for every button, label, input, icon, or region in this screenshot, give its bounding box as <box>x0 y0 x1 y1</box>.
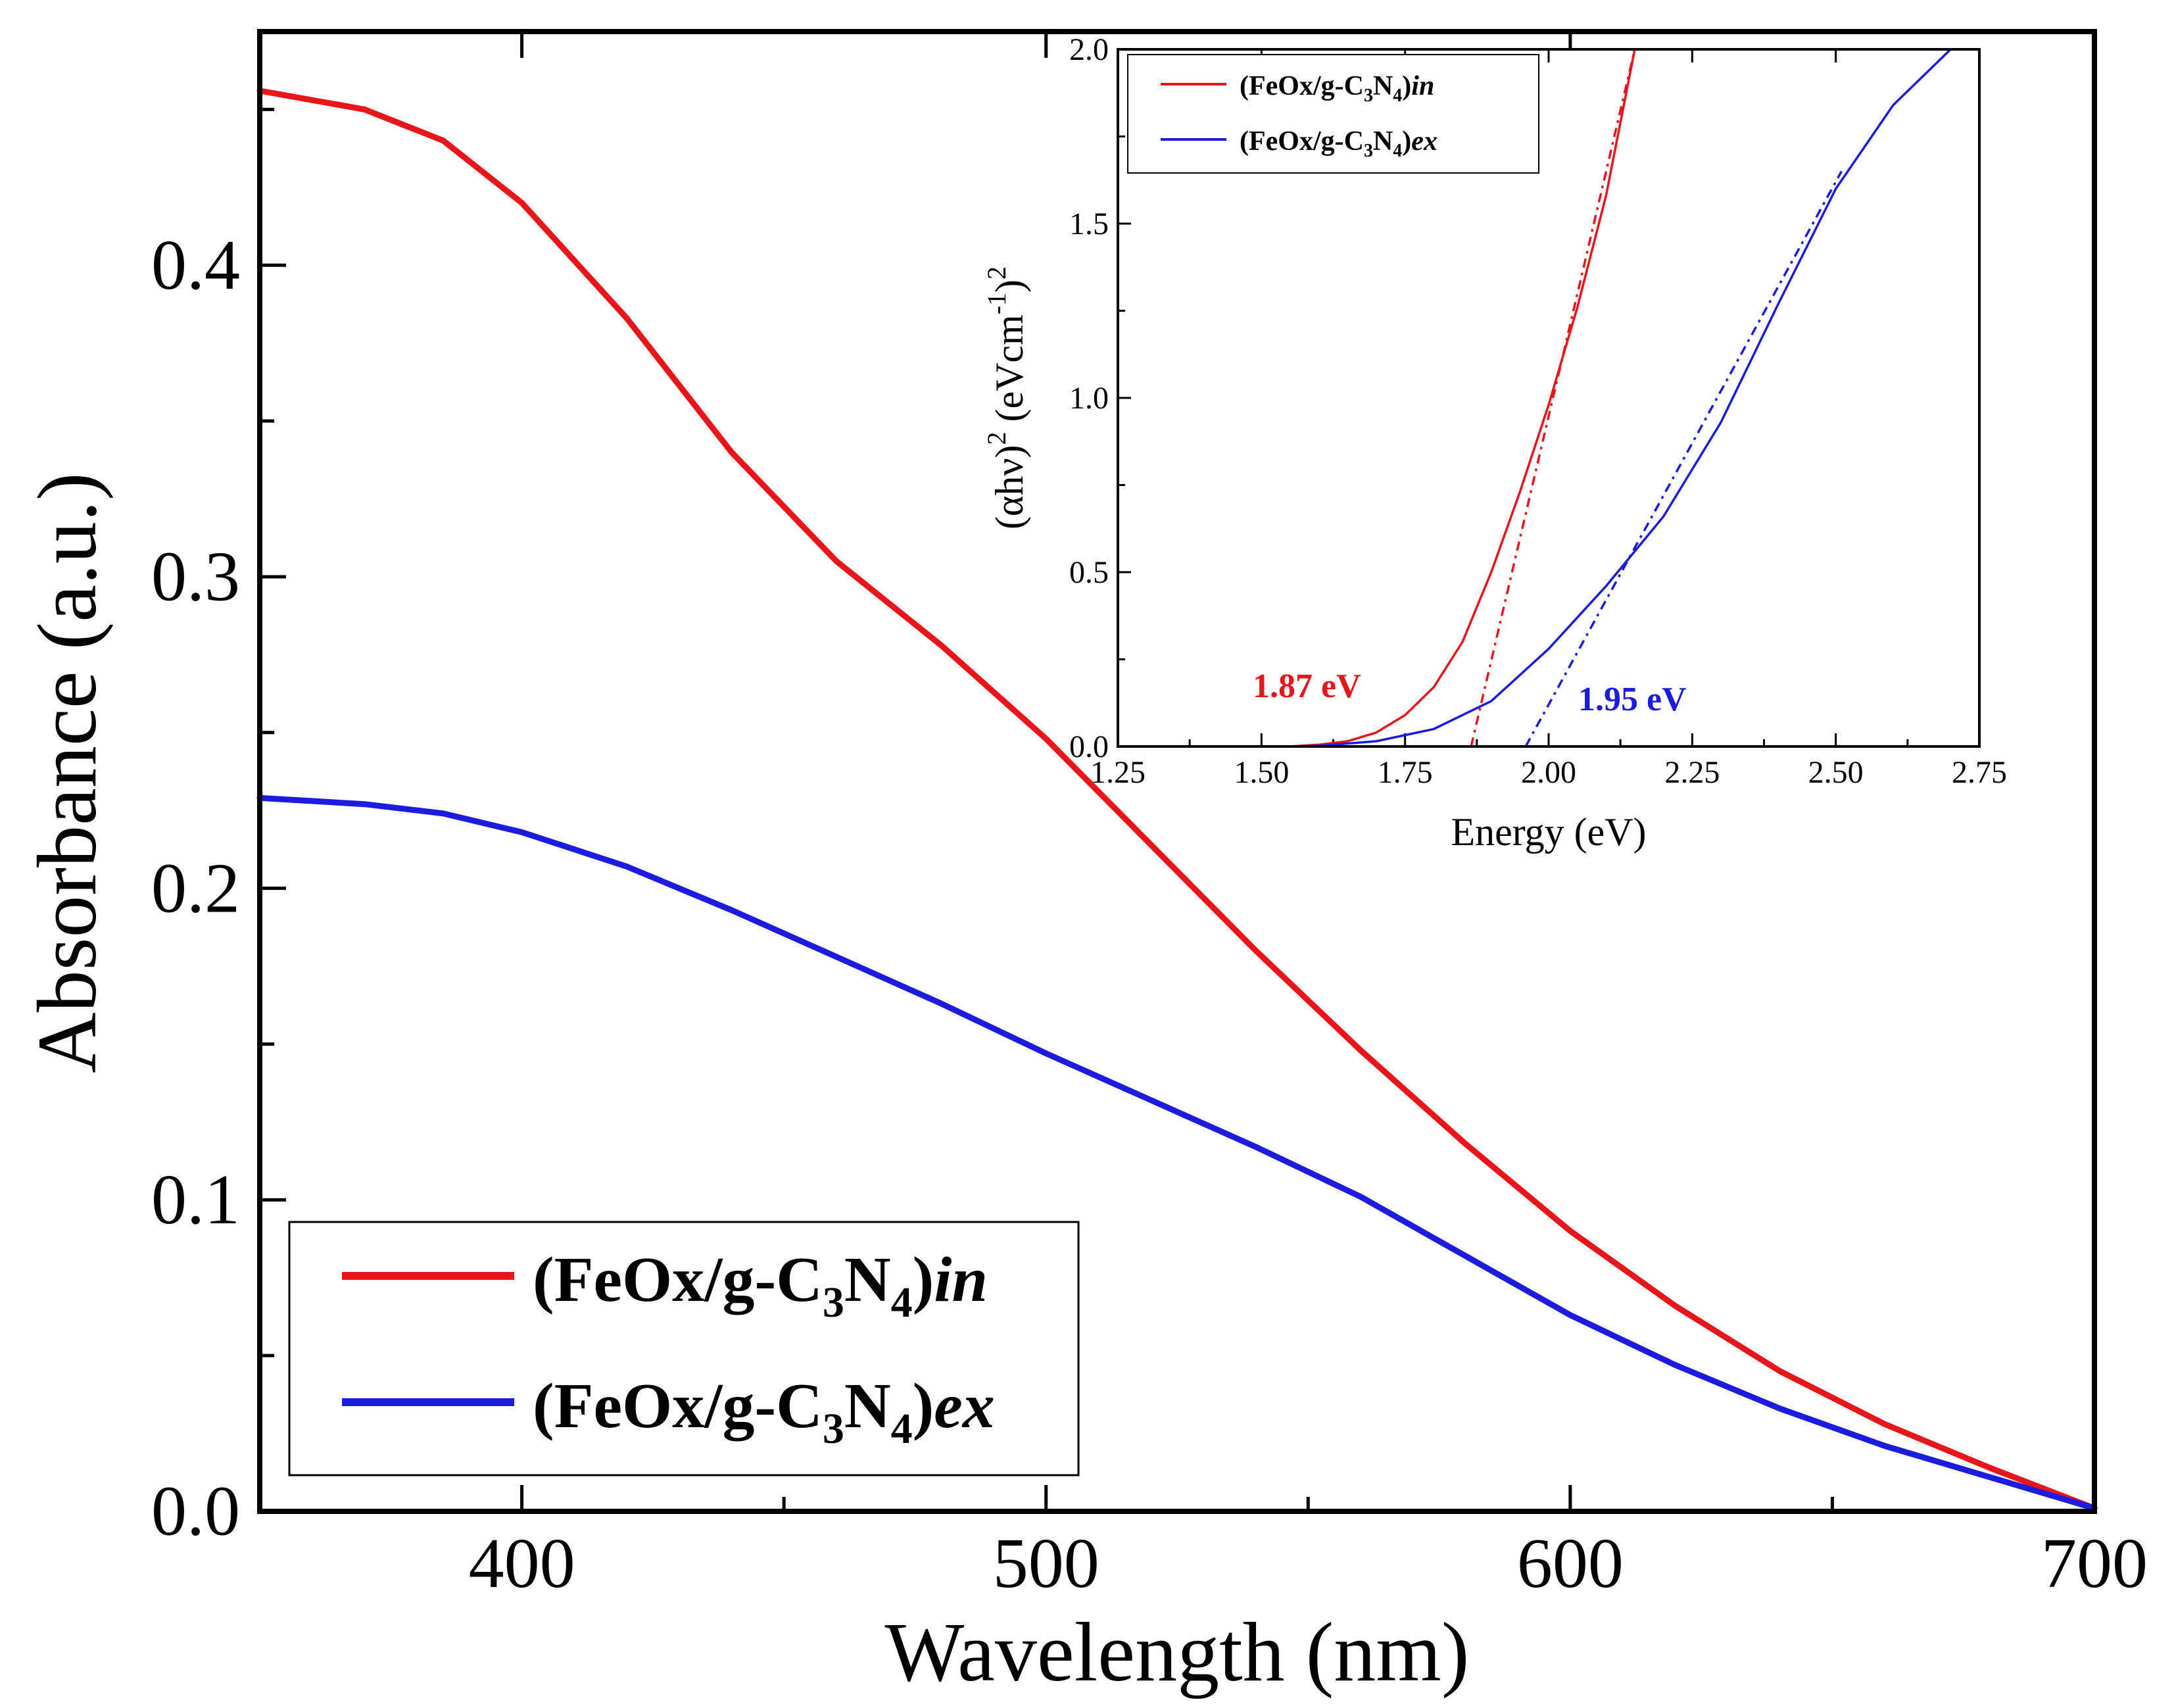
x-tick-label: 1.50 <box>1234 755 1289 790</box>
main-y-axis-label: Absorbance (a.u.) <box>20 472 114 1073</box>
x-tick-label: 1.25 <box>1090 755 1146 790</box>
inset-legend-box <box>1127 54 1539 174</box>
x-tick-label: 2.75 <box>1952 755 2007 790</box>
y-tick-label: 0.4 <box>151 226 240 305</box>
y-tick-label: 2.0 <box>1069 32 1109 67</box>
series-line-1 <box>1289 48 1952 748</box>
main-tick-labels: 400 500 600 700 0.0 0.1 0.2 0.3 0.4 <box>151 226 2148 1603</box>
x-tick-label: 1.75 <box>1378 755 1433 790</box>
inset-legend-label-ex: (FeOx/g-C3N4)ex <box>1240 126 1437 161</box>
x-tick-label: 700 <box>2041 1525 2148 1603</box>
main-series-group <box>256 87 2098 1511</box>
fit-line-1 <box>1524 170 1843 747</box>
x-tick-label: 500 <box>993 1525 1099 1603</box>
y-tick-label: 1.0 <box>1069 381 1109 416</box>
inset-legend: (FeOx/g-C3N4)in (FeOx/g-C3N4)ex <box>1127 54 1539 174</box>
main-x-axis-label: Wavelength (nm) <box>885 1605 1470 1699</box>
y-tick-label: 1.5 <box>1069 207 1109 241</box>
x-tick-label: 2.00 <box>1521 755 1576 790</box>
x-tick-label: 600 <box>1517 1525 1624 1603</box>
inset-plot: 1.25 1.50 1.75 2.00 2.25 2.50 2.75 0.0 0.5 1.0 1.5… <box>982 32 2007 854</box>
main-plot: 400 500 600 700 0.0 0.1 0.2 0.3 0.4 Wavelength (… <box>20 29 2148 1699</box>
x-tick-label: 400 <box>469 1525 575 1603</box>
x-tick-label: 2.50 <box>1808 755 1864 790</box>
inset-annotation-ex: 1.95 eV <box>1578 681 1687 718</box>
y-tick-label: 0.1 <box>151 1161 240 1239</box>
inset-x-axis-label: Energy (eV) <box>1451 810 1646 854</box>
main-legend: (FeOx/g-C3N4)in (FeOx/g-C3N4)ex <box>288 1221 1080 1476</box>
inset-y-axis-label: (αhν)2 (eVcm-1)2 <box>982 266 1031 529</box>
fit-line-0 <box>1470 49 1636 747</box>
main-legend-label-in: (FeOx/g-C3N4)in <box>533 1244 988 1327</box>
series-line-0 <box>256 87 2098 1511</box>
x-tick-label: 2.25 <box>1664 755 1720 790</box>
series-line-0 <box>1289 48 1636 748</box>
y-tick-label: 0.0 <box>1069 729 1109 764</box>
main-legend-label-ex: (FeOx/g-C3N4)ex <box>533 1371 995 1453</box>
inset-plot-frame <box>1117 48 1981 748</box>
main-legend-box <box>288 1221 1080 1476</box>
y-tick-label: 0.0 <box>151 1473 240 1551</box>
main-plot-frame <box>257 29 2097 1514</box>
y-tick-label: 0.5 <box>1069 555 1109 590</box>
series-line-1 <box>256 794 2098 1511</box>
y-tick-label: 0.2 <box>151 849 240 927</box>
inset-tick-labels: 1.25 1.50 1.75 2.00 2.25 2.50 2.75 0.0 0.5 1.0 1.5… <box>1069 32 2007 790</box>
inset-legend-label-in: (FeOx/g-C3N4)in <box>1240 71 1434 106</box>
y-tick-label: 0.3 <box>151 538 240 616</box>
inset-series-group <box>1289 48 1952 748</box>
inset-annotation-in: 1.87 eV <box>1253 668 1361 705</box>
